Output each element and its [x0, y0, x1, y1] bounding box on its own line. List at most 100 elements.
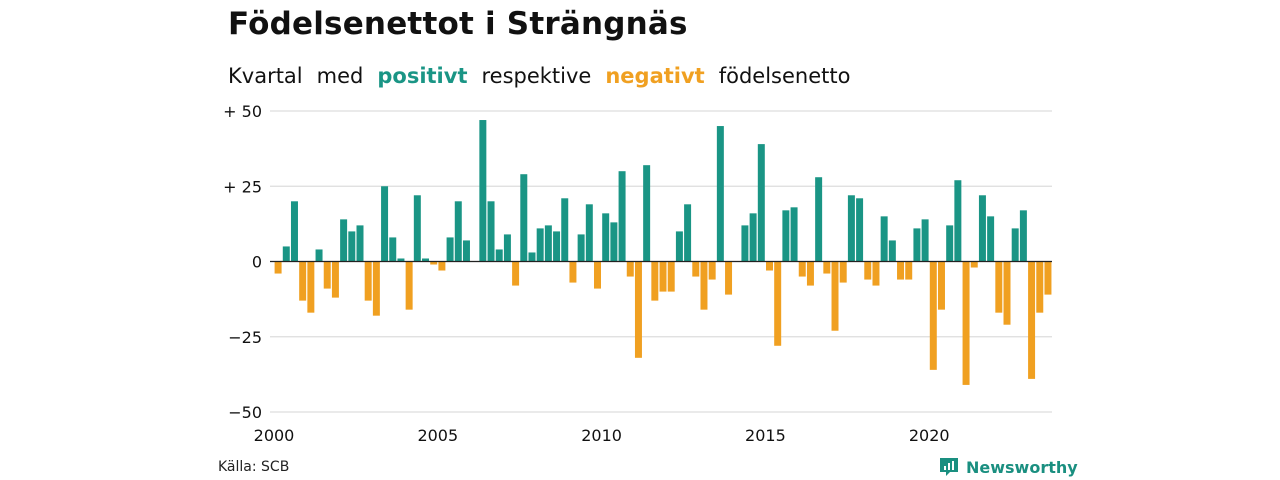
bar-positive: [561, 198, 569, 262]
bar-positive: [577, 234, 585, 262]
bar-negative: [594, 261, 601, 289]
bar-negative: [274, 261, 282, 274]
bar-positive: [446, 237, 454, 262]
bar-negative: [569, 261, 577, 283]
bar-negative: [364, 261, 372, 301]
bar-positive: [413, 195, 421, 262]
bar-negative: [798, 261, 806, 277]
y-tick-label: 0: [252, 253, 262, 272]
bar-positive: [503, 234, 511, 262]
bar-positive: [675, 231, 683, 262]
subtitle-word-quarter: Kvartal: [228, 64, 303, 88]
bar-positive: [815, 177, 823, 262]
bar-positive: [544, 225, 552, 262]
chart-subtitle: Kvartal med positivt respektive negativt föde…: [228, 64, 864, 88]
bar-positive: [757, 144, 765, 262]
bar-negative: [1028, 261, 1036, 379]
bar-positive: [585, 204, 593, 262]
bar-negative: [438, 261, 446, 271]
bar-negative: [725, 261, 733, 295]
x-tick-label: 2005: [417, 426, 458, 445]
bar-positive: [282, 246, 290, 262]
bar-positive: [782, 210, 790, 262]
bar-positive: [946, 225, 954, 262]
bar-positive: [422, 258, 430, 262]
bar-negative: [864, 261, 872, 280]
bar-positive: [356, 225, 364, 262]
chart-title: Födelsenettot i Strängnäs: [228, 6, 688, 42]
bars: [274, 120, 1052, 385]
bar-positive: [716, 126, 724, 262]
bar-positive: [684, 204, 692, 262]
bar-positive: [618, 171, 626, 262]
bar-positive: [987, 216, 995, 262]
bar-positive: [954, 180, 962, 262]
bar-positive: [847, 195, 855, 262]
bar-positive: [913, 228, 921, 262]
y-tick-label: + 50: [223, 102, 262, 121]
bar-positive: [978, 195, 986, 262]
bar-negative: [323, 261, 331, 289]
bar-positive: [462, 240, 470, 262]
bar-negative: [823, 261, 831, 274]
x-tick-label: 2000: [254, 426, 295, 445]
bar-negative: [405, 261, 413, 310]
bar-negative: [774, 261, 782, 346]
bar-positive: [487, 201, 495, 262]
bar-negative: [700, 261, 708, 310]
bar-positive: [348, 231, 356, 262]
bar-negative: [659, 261, 667, 292]
bar-positive: [389, 237, 397, 262]
subtitle-word-net: födelsenetto: [718, 64, 851, 88]
x-tick-label: 2020: [909, 426, 950, 445]
y-tick-label: −25: [228, 328, 262, 347]
bar-positive: [536, 228, 544, 262]
bar-positive: [880, 216, 888, 262]
source-note: Källa: SCB: [218, 459, 290, 475]
bar-negative: [962, 261, 970, 385]
bar-positive: [790, 207, 798, 262]
bar-negative: [831, 261, 839, 331]
bar-positive: [397, 258, 405, 262]
newsworthy-logo-text: Newsworthy: [966, 457, 1078, 477]
bar-positive: [290, 201, 298, 262]
x-tick-label: 2010: [581, 426, 622, 445]
bar-negative: [995, 261, 1003, 313]
bar-positive: [856, 198, 864, 262]
bar-negative: [667, 261, 675, 292]
bar-positive: [1019, 210, 1027, 262]
bar-positive: [610, 222, 618, 262]
bar-positive: [528, 252, 536, 262]
bar-negative: [1036, 261, 1044, 313]
bar-positive: [381, 186, 389, 262]
y-tick-label: + 25: [223, 177, 262, 196]
subtitle-word-with: med: [316, 64, 364, 88]
y-axis-labels: + 50 + 25 0 −25 −50: [223, 102, 262, 422]
bar-negative: [430, 261, 438, 265]
bar-negative: [692, 261, 700, 277]
bar-positive: [749, 213, 757, 262]
x-tick-label: 2015: [745, 426, 786, 445]
bar-negative: [331, 261, 339, 298]
bar-positive: [315, 249, 323, 262]
bar-negative: [929, 261, 937, 370]
bar-positive: [888, 240, 896, 262]
bar-negative: [872, 261, 880, 286]
bar-negative: [634, 261, 642, 358]
bar-negative: [806, 261, 814, 286]
x-axis-labels: 2000 2005 2010 2015 2020: [254, 426, 950, 445]
y-tick-label: −50: [228, 403, 262, 422]
bar-negative: [1003, 261, 1011, 325]
bar-negative: [839, 261, 847, 283]
bar-positive: [553, 231, 561, 262]
newsworthy-logo-icon: [940, 458, 958, 476]
subtitle-positive-label: positivt: [377, 64, 468, 88]
bar-negative: [299, 261, 307, 301]
subtitle-negative-label: negativt: [605, 64, 705, 88]
bar-positive: [741, 225, 749, 262]
bar-negative: [651, 261, 659, 301]
bar-positive: [1011, 228, 1019, 262]
bar-positive: [643, 165, 651, 262]
newsworthy-logo: Newsworthy: [938, 456, 1078, 478]
